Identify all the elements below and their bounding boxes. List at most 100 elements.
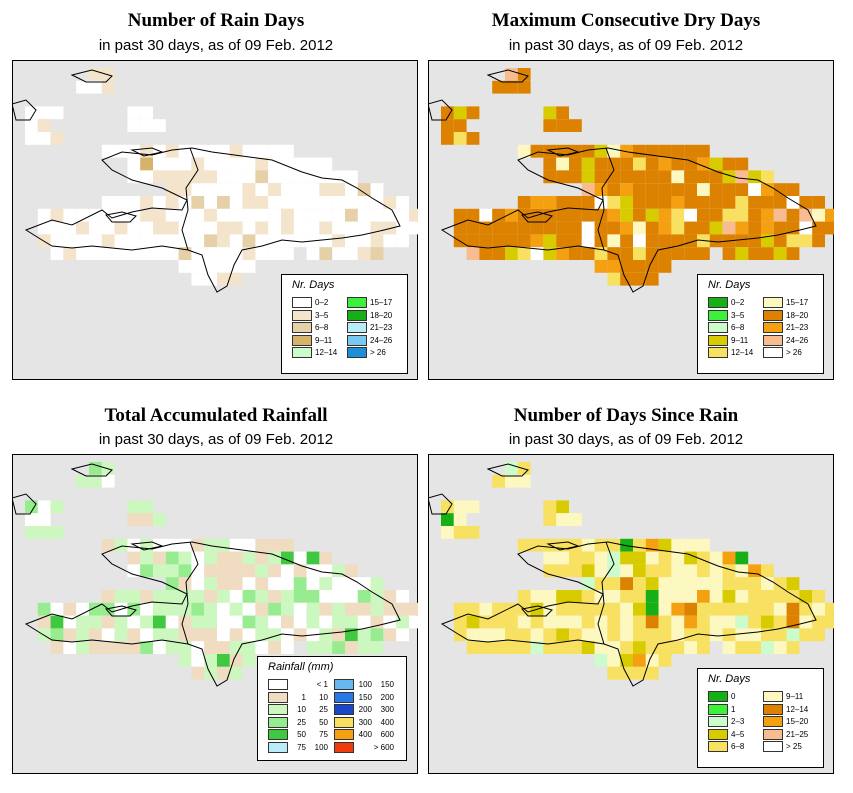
grid-cell (383, 234, 397, 248)
legend-entry: 10 25 (268, 704, 328, 716)
grid-cell (543, 221, 557, 235)
grid-cell (217, 272, 230, 286)
grid-cell (242, 170, 256, 184)
grid-cell (594, 183, 608, 196)
grid-cell (709, 170, 723, 184)
legend-label: 6–8 (731, 323, 745, 332)
legend-label: 6–8 (315, 323, 329, 332)
legend-label: 0 (731, 692, 736, 701)
grid-cell (319, 628, 333, 642)
grid-cell (204, 170, 217, 184)
grid-cell (63, 208, 77, 222)
legend-swatch (268, 691, 288, 703)
grid-cell (658, 538, 672, 552)
grid-cell (530, 538, 544, 552)
grid-cell (37, 526, 51, 539)
grid-cell (581, 628, 595, 642)
grid-cell (581, 590, 595, 603)
grid-cell (306, 247, 320, 260)
grid-cell (165, 183, 179, 196)
grid-cell (594, 590, 608, 603)
legend-label: 0–2 (315, 298, 329, 307)
grid-cell (773, 590, 787, 603)
grid-cell (671, 551, 685, 565)
grid-cell (229, 666, 243, 680)
grid-cell (543, 170, 557, 184)
grid-cell (735, 221, 749, 235)
grid-cell (569, 628, 582, 642)
panel-4-title: Number of Days Since Rain (513, 405, 739, 426)
grid-cell (748, 221, 761, 235)
grid-cell (709, 183, 723, 196)
grid-cell (773, 183, 787, 196)
grid-cell (709, 551, 723, 565)
grid-cell (306, 564, 320, 578)
grid-cell (127, 221, 141, 235)
grid-cell (517, 247, 531, 260)
grid-cell (217, 260, 230, 273)
grid-cell (722, 551, 736, 565)
grid-cell (332, 170, 345, 184)
grid-cell (165, 551, 179, 565)
grid-cell (466, 602, 480, 616)
grid-cell (281, 183, 294, 196)
grid-cell (319, 208, 333, 222)
grid-cell (293, 157, 307, 171)
grid-cell (633, 144, 646, 158)
grid-cell (153, 208, 166, 222)
grid-cell (370, 208, 384, 222)
grid-cell (293, 551, 307, 565)
grid-cell (178, 602, 192, 616)
grid-cell (357, 590, 371, 603)
grid-cell (620, 221, 633, 235)
grid-cell (556, 628, 569, 642)
grid-cell (319, 590, 333, 603)
legend-entry: 300 400 (334, 716, 394, 729)
grid-cell (735, 577, 749, 590)
grid-cell (153, 564, 166, 578)
country-border (597, 541, 615, 645)
legend-entry: > 26 (763, 347, 802, 359)
island-outline (546, 147, 580, 157)
grid-cell (204, 538, 217, 552)
grid-cell (594, 538, 608, 552)
grid-cell (453, 500, 467, 514)
grid-cell (140, 119, 153, 132)
grid-cell (217, 590, 230, 603)
grid-cell (204, 590, 217, 603)
grid-cell (530, 641, 544, 654)
grid-cell (633, 272, 646, 286)
grid-cell (178, 183, 192, 196)
legend-label-high: 75 (319, 730, 328, 739)
grid-cell (242, 221, 256, 235)
legend-swatch (763, 309, 783, 321)
grid-cell (441, 500, 454, 514)
grid-cell (620, 247, 633, 260)
panel-4-subtitle: in past 30 days, as of 09 Feb. 2012 (508, 431, 744, 448)
grid-cell (709, 628, 723, 642)
grid-cell (620, 183, 633, 196)
grid-cell (242, 183, 256, 196)
legend-swatch (347, 297, 367, 308)
legend-swatch (763, 347, 783, 358)
grid-cell (332, 577, 345, 590)
grid-cell (722, 247, 736, 260)
grid-cell (569, 170, 582, 184)
grid-cell (76, 641, 89, 654)
grid-cell (178, 196, 192, 209)
grid-cell (633, 157, 646, 171)
grid-cell (319, 247, 333, 260)
grid-cell (165, 234, 179, 248)
legend-label: 24–26 (786, 335, 809, 345)
grid-cell (383, 221, 397, 235)
legend-entry: > 600 (334, 741, 394, 754)
grid-cell (569, 157, 582, 171)
grid-cell (748, 564, 761, 578)
grid-cell (153, 119, 166, 132)
grid-cell (620, 654, 633, 667)
legend-entry: 0–2 (708, 297, 744, 309)
grid-cell (556, 119, 569, 132)
grid-cell (543, 119, 557, 132)
legend-entry: 15–20 (763, 716, 808, 728)
grid-cell (620, 234, 633, 248)
